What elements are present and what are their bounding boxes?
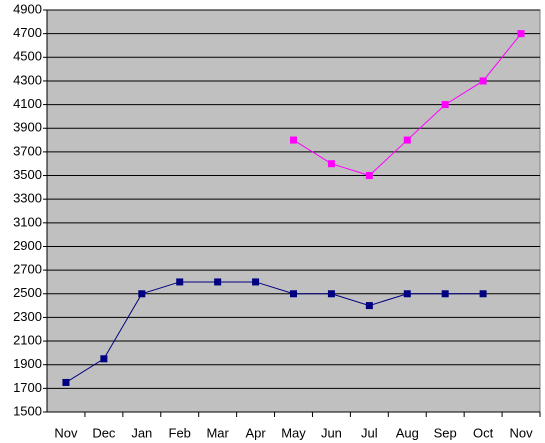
point: [479, 290, 487, 298]
y-tick-label: 4300: [13, 72, 42, 87]
y-tick-label: 3100: [13, 214, 42, 229]
point: [214, 278, 222, 286]
x-tick-label: Apr: [245, 425, 266, 440]
y-tick-label: 4700: [13, 25, 42, 40]
point: [290, 290, 297, 298]
point: [441, 290, 449, 298]
point: [252, 278, 260, 286]
point: [365, 172, 373, 180]
y-tick-label: 3700: [13, 143, 42, 158]
y-tick-label: 3300: [13, 191, 42, 206]
y-tick-label: 4900: [13, 1, 42, 16]
x-tick-label: Nov: [509, 425, 533, 440]
point: [441, 101, 449, 109]
point: [403, 136, 411, 144]
y-tick-label: 2300: [13, 309, 42, 324]
y-tick-label: 1700: [13, 380, 42, 395]
y-tick-label: 2700: [13, 262, 42, 277]
plot-area: [46, 9, 541, 413]
x-tick-label: Jun: [321, 425, 342, 440]
point: [479, 77, 487, 85]
x-tick-label: Nov: [54, 425, 78, 440]
series-line: [65, 281, 484, 383]
y-tick-label: 2500: [13, 285, 42, 300]
x-tick-label: May: [281, 425, 306, 440]
point: [100, 355, 108, 363]
x-tick-label: Jan: [131, 425, 152, 440]
point: [517, 30, 525, 38]
x-tick-label: Sep: [434, 425, 457, 440]
x-tick-label: Feb: [169, 425, 191, 440]
y-tick-label: 2900: [13, 238, 42, 253]
point: [327, 290, 335, 298]
point: [138, 290, 146, 298]
x-tick-label: Oct: [473, 425, 494, 440]
y-tick-label: 3900: [13, 120, 42, 135]
x-tick-label: Aug: [396, 425, 419, 440]
x-tick-label: Jul: [361, 425, 378, 440]
point: [290, 136, 297, 144]
point: [327, 160, 335, 168]
y-tick-label: 2100: [13, 332, 42, 347]
point: [176, 278, 184, 286]
x-tick-label: Dec: [92, 425, 116, 440]
y-tick-label: 3500: [13, 167, 42, 182]
point: [403, 290, 411, 298]
y-tick-label: 1500: [13, 403, 42, 418]
y-tick-label: 4100: [13, 96, 42, 111]
y-tick-label: 4500: [13, 49, 42, 64]
y-tick-label: 1900: [13, 356, 42, 371]
point: [62, 378, 70, 386]
point: [365, 302, 373, 310]
x-tick-label: Mar: [206, 425, 229, 440]
